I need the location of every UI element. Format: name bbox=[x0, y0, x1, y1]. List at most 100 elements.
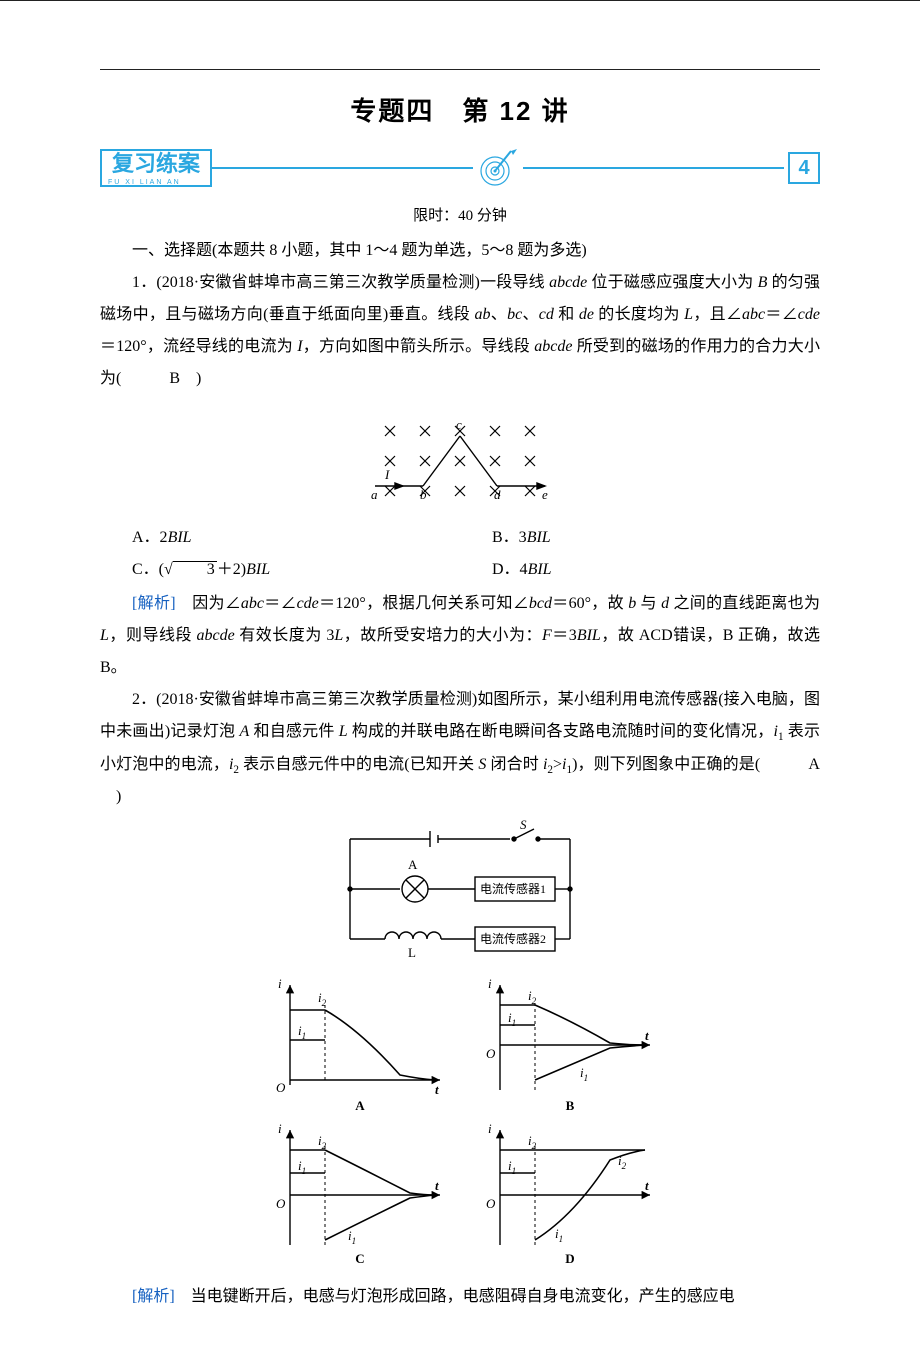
t: ) bbox=[100, 788, 121, 805]
review-banner: 复习练案 FU XI LIAN AN 4 bbox=[100, 146, 820, 190]
badge-box: 复习练案 FU XI LIAN AN bbox=[100, 149, 212, 187]
t: 之间的直线距离也为 bbox=[669, 595, 820, 612]
t: F bbox=[542, 627, 552, 644]
lbl-A: A bbox=[408, 857, 418, 872]
banner-line-right bbox=[523, 167, 784, 169]
top-rule bbox=[100, 69, 820, 70]
t: C．( bbox=[132, 561, 164, 578]
t: B bbox=[758, 274, 768, 291]
lbl-i1b-C: i1 bbox=[348, 1228, 356, 1246]
lbl-sensor2: 电流传感器2 bbox=[480, 931, 546, 946]
t: > bbox=[553, 756, 562, 773]
t: d bbox=[661, 595, 669, 612]
banner-line-left bbox=[212, 167, 473, 169]
t: ，则导线段 bbox=[109, 627, 197, 644]
t: BIL bbox=[246, 561, 270, 578]
t: 有效长度为 3 bbox=[235, 627, 335, 644]
t: 与 bbox=[636, 595, 661, 612]
t: 位于磁感应强度大小为 bbox=[587, 274, 757, 291]
lbl-O-B: O bbox=[486, 1046, 496, 1061]
t: abc bbox=[742, 306, 765, 323]
t: L bbox=[684, 306, 693, 323]
lbl-b: b bbox=[420, 487, 427, 502]
t: A bbox=[239, 723, 249, 740]
q2-stem: 2．(2018·安徽省蚌埠市高三第三次教学质量检测)如图所示，某小组利用电流传感… bbox=[100, 684, 820, 813]
t: A．2 bbox=[132, 529, 168, 546]
lbl-i-A: i bbox=[278, 976, 282, 991]
t: bcd bbox=[529, 595, 552, 612]
badge-text: 复习练案 bbox=[112, 151, 200, 176]
lbl-i2-C: i2 bbox=[318, 1133, 327, 1151]
lbl-i-B: i bbox=[488, 976, 492, 991]
t: 的长度均为 bbox=[594, 306, 684, 323]
lbl-O-C: O bbox=[276, 1196, 286, 1211]
lbl-i1-A: i1 bbox=[298, 1023, 306, 1041]
lbl-I: I bbox=[384, 467, 390, 482]
t: ＝3 bbox=[552, 627, 577, 644]
badge-pinyin: FU XI LIAN AN bbox=[108, 179, 181, 186]
q1-optD: D．4BIL bbox=[460, 554, 820, 586]
lbl-t-A: t bbox=[435, 1082, 439, 1097]
q1-optB: B．3BIL bbox=[460, 522, 820, 554]
t: 3 bbox=[173, 561, 217, 578]
t: )，则下列图象中正确的是( bbox=[572, 756, 776, 773]
lbl-O-D: O bbox=[486, 1196, 496, 1211]
t: abcde bbox=[549, 274, 587, 291]
time-limit: 限时：40 分钟 bbox=[100, 204, 820, 225]
analysis-label-2: [解析] bbox=[132, 1288, 175, 1305]
t: D．4 bbox=[492, 561, 528, 578]
lbl-sensor1: 电流传感器1 bbox=[480, 881, 546, 896]
t: abcde bbox=[534, 338, 572, 355]
q1-options: A．2BIL B．3BIL C．(√3＋2)BIL D．4BIL bbox=[100, 522, 820, 586]
lbl-i-D: i bbox=[488, 1121, 492, 1136]
t: ＝60°，故 bbox=[552, 595, 628, 612]
q1-optC: C．(√3＋2)BIL bbox=[100, 554, 460, 586]
target-icon bbox=[473, 143, 523, 193]
lbl-d: d bbox=[494, 487, 501, 502]
t: ，方向如图中箭头所示。导线段 bbox=[303, 338, 535, 355]
t: BIL bbox=[577, 627, 601, 644]
t: 闭合时 bbox=[486, 756, 543, 773]
panel-B: B bbox=[566, 1098, 575, 1113]
t: ＝∠ bbox=[765, 306, 798, 323]
t: bc bbox=[507, 306, 522, 323]
t: BIL bbox=[168, 529, 192, 546]
lbl-i1b-D: i1 bbox=[555, 1226, 563, 1244]
t: ＝120°，流经导线的电流为 bbox=[100, 338, 297, 355]
t: L bbox=[100, 627, 109, 644]
t: BIL bbox=[528, 561, 552, 578]
t: ，故所受安培力的大小为： bbox=[343, 627, 542, 644]
lbl-i-C: i bbox=[278, 1121, 282, 1136]
t: L bbox=[334, 627, 343, 644]
q2-circuit: S A 电流传感器1 bbox=[100, 819, 820, 964]
t: 1．(2018·安徽省蚌埠市高三第三次教学质量检测)一段导线 bbox=[132, 274, 549, 291]
banner-end-number: 4 bbox=[788, 152, 820, 184]
t: 因为∠ bbox=[176, 595, 241, 612]
q1-stem: 1．(2018·安徽省蚌埠市高三第三次教学质量检测)一段导线 abcde 位于磁… bbox=[100, 267, 820, 395]
t: 构成的并联电路在断电瞬间各支路电流随时间的变化情况， bbox=[348, 723, 774, 740]
t: L bbox=[339, 723, 348, 740]
t: ，且∠ bbox=[693, 306, 742, 323]
q2-answer: A bbox=[776, 749, 820, 781]
lbl-a: a bbox=[371, 487, 378, 502]
lbl-i2-A: i2 bbox=[318, 990, 327, 1008]
t: cde bbox=[297, 595, 319, 612]
analysis-label: [解析] bbox=[132, 595, 176, 612]
t: BIL bbox=[527, 529, 551, 546]
t: 当电键断开后，电感与灯泡形成回路，电感阻碍自身电流变化，产生的感应电 bbox=[175, 1288, 735, 1305]
t: ＝120°，根据几何关系可知∠ bbox=[319, 595, 529, 612]
t: abcde bbox=[197, 627, 235, 644]
lbl-i1b-B: i1 bbox=[580, 1065, 588, 1083]
t: 表示自感元件中的电流(已知开关 bbox=[239, 756, 478, 773]
lbl-L: L bbox=[408, 945, 416, 959]
section-heading: 一、选择题(本题共 8 小题，其中 1～4 题为单选，5～8 题为多选) bbox=[100, 235, 820, 267]
q1-optA: A．2BIL bbox=[100, 522, 460, 554]
q1-answer: B bbox=[137, 363, 180, 395]
lbl-S: S bbox=[520, 819, 527, 832]
t: B．3 bbox=[492, 529, 527, 546]
t: ab bbox=[474, 306, 490, 323]
q2-graphs: i O t i1 i2 A i O t bbox=[100, 970, 820, 1275]
panel-D: D bbox=[565, 1251, 574, 1266]
t: ＋2) bbox=[217, 561, 246, 578]
panel-A: A bbox=[355, 1098, 365, 1113]
